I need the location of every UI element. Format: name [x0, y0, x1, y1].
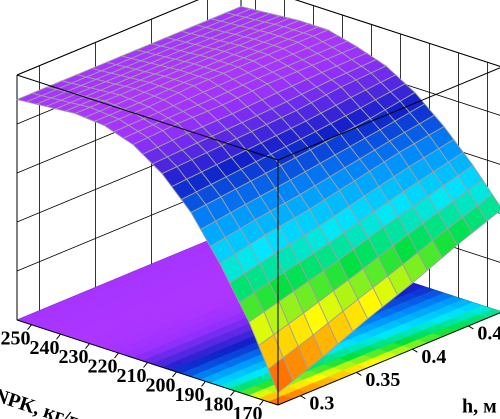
- y-axis-title: h, м: [462, 396, 497, 418]
- x-tick-label: 190: [175, 384, 205, 406]
- tick-mark: [468, 325, 474, 330]
- tick-mark: [259, 399, 264, 406]
- x-tick-label: 230: [59, 346, 89, 368]
- x-tick-label: 210: [117, 365, 147, 387]
- tick-mark: [114, 352, 119, 359]
- surface-cell: [267, 357, 294, 394]
- x-tick-label: 240: [30, 337, 60, 359]
- x-tick-label: 180: [204, 393, 234, 415]
- x-tick-label: 220: [88, 356, 118, 378]
- tick-mark: [300, 395, 306, 400]
- y-tick-label: 0.3: [309, 392, 334, 414]
- x-tick-label: 200: [146, 375, 176, 397]
- axis-line: [277, 67, 500, 161]
- y-tick-label: 0.35: [365, 369, 400, 391]
- x-tick-label: 250: [1, 327, 31, 349]
- tick-mark: [356, 372, 362, 376]
- tick-mark: [143, 362, 148, 368]
- axis-line: [16, 74, 279, 161]
- axis-line: [294, 0, 500, 67]
- tick-mark: [412, 348, 418, 353]
- tick-mark: [27, 324, 32, 331]
- y-tick-label: 0.45: [477, 323, 500, 345]
- tick-mark: [201, 381, 206, 387]
- tick-mark: [85, 343, 90, 349]
- y-tick-label: 0.4: [421, 346, 446, 368]
- axis-line: [16, 0, 199, 76]
- tick-mark: [172, 371, 177, 378]
- x-tick-label: 170: [233, 403, 263, 419]
- tick-mark: [230, 390, 235, 397]
- axis-line: [277, 312, 500, 406]
- tick-mark: [56, 333, 61, 340]
